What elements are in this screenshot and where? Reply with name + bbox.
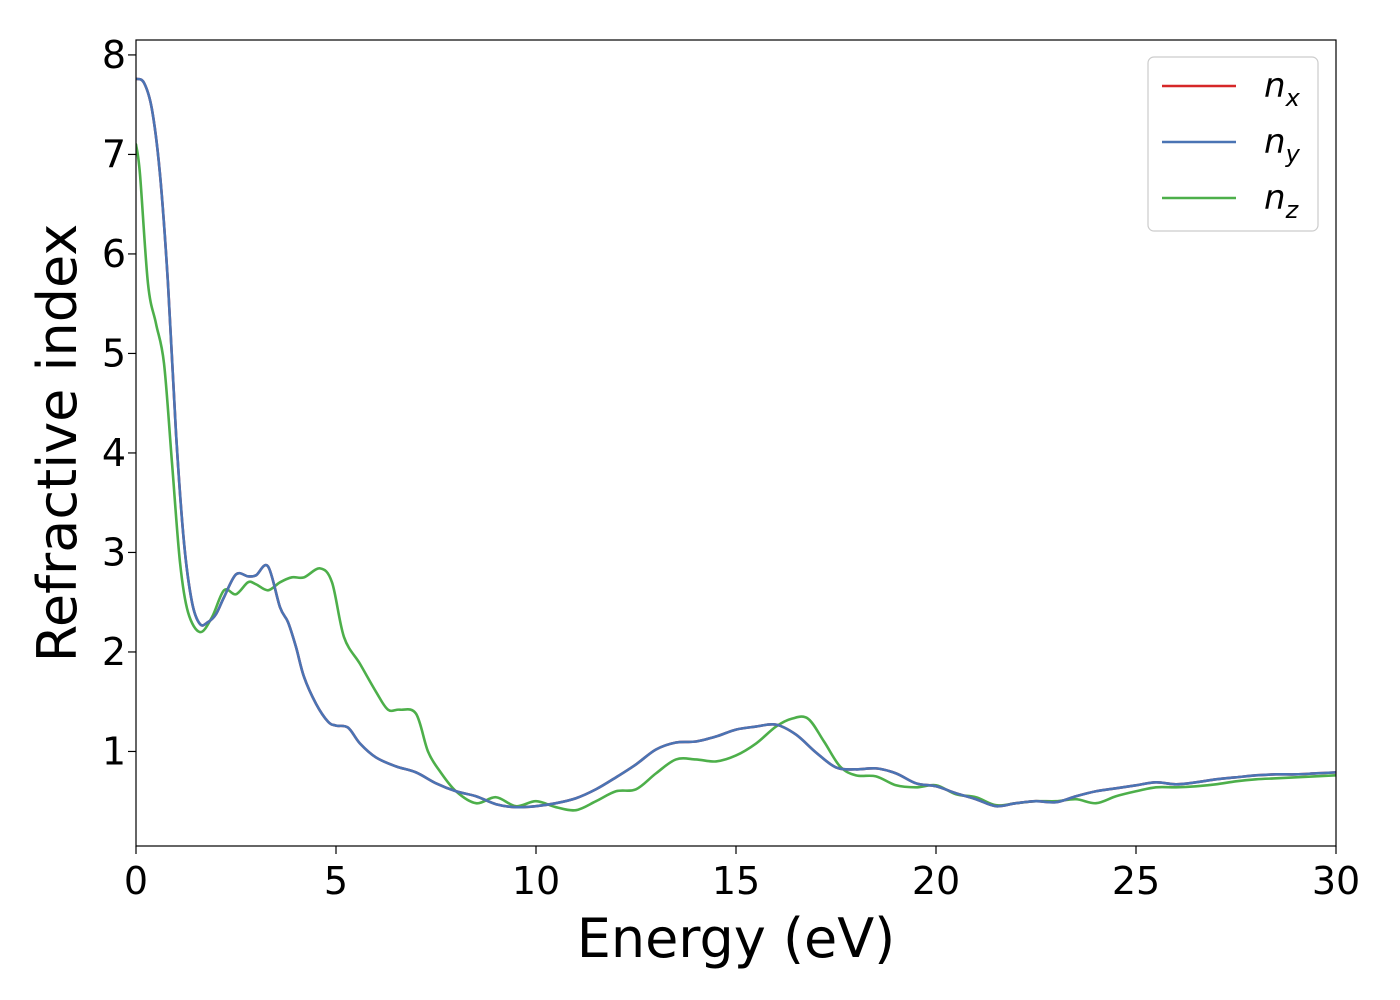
series-layer: [136, 77, 1336, 812]
y-tick-label: 5: [102, 331, 126, 375]
x-tick-label: 5: [324, 859, 348, 903]
y-tick-label: 1: [102, 729, 126, 773]
x-tick-label: 0: [124, 859, 148, 903]
y-tick-label: 7: [102, 132, 126, 176]
x-tick-label: 20: [912, 859, 960, 903]
y-tick-label: 3: [102, 530, 126, 574]
series-line-nz: [136, 143, 1336, 812]
series-line-ny: [136, 77, 1336, 809]
legend-label-nx: nx: [1264, 66, 1301, 112]
x-tick-label: 10: [512, 859, 560, 903]
y-tick-label: 2: [102, 630, 126, 674]
y-axis-title: Refractive index: [26, 224, 89, 663]
y-tick-label: 6: [102, 232, 126, 276]
plot-area: [136, 40, 1336, 846]
y-axis-ticks: 1 2 3 4 5 6 7 8: [102, 33, 136, 773]
y-tick-label: 8: [102, 33, 126, 77]
x-axis-title: Energy (eV): [577, 907, 896, 970]
x-tick-label: 25: [1112, 859, 1160, 903]
x-tick-label: 15: [712, 859, 760, 903]
x-axis-ticks: 0 5 10 15 20 25 30: [124, 846, 1360, 903]
legend: nx ny nz: [1147, 56, 1319, 232]
x-tick-label: 30: [1312, 859, 1360, 903]
y-tick-label: 4: [102, 431, 126, 475]
legend-label-ny: ny: [1264, 122, 1301, 168]
legend-label-nz: nz: [1264, 178, 1300, 224]
legend-box: [1147, 56, 1319, 232]
